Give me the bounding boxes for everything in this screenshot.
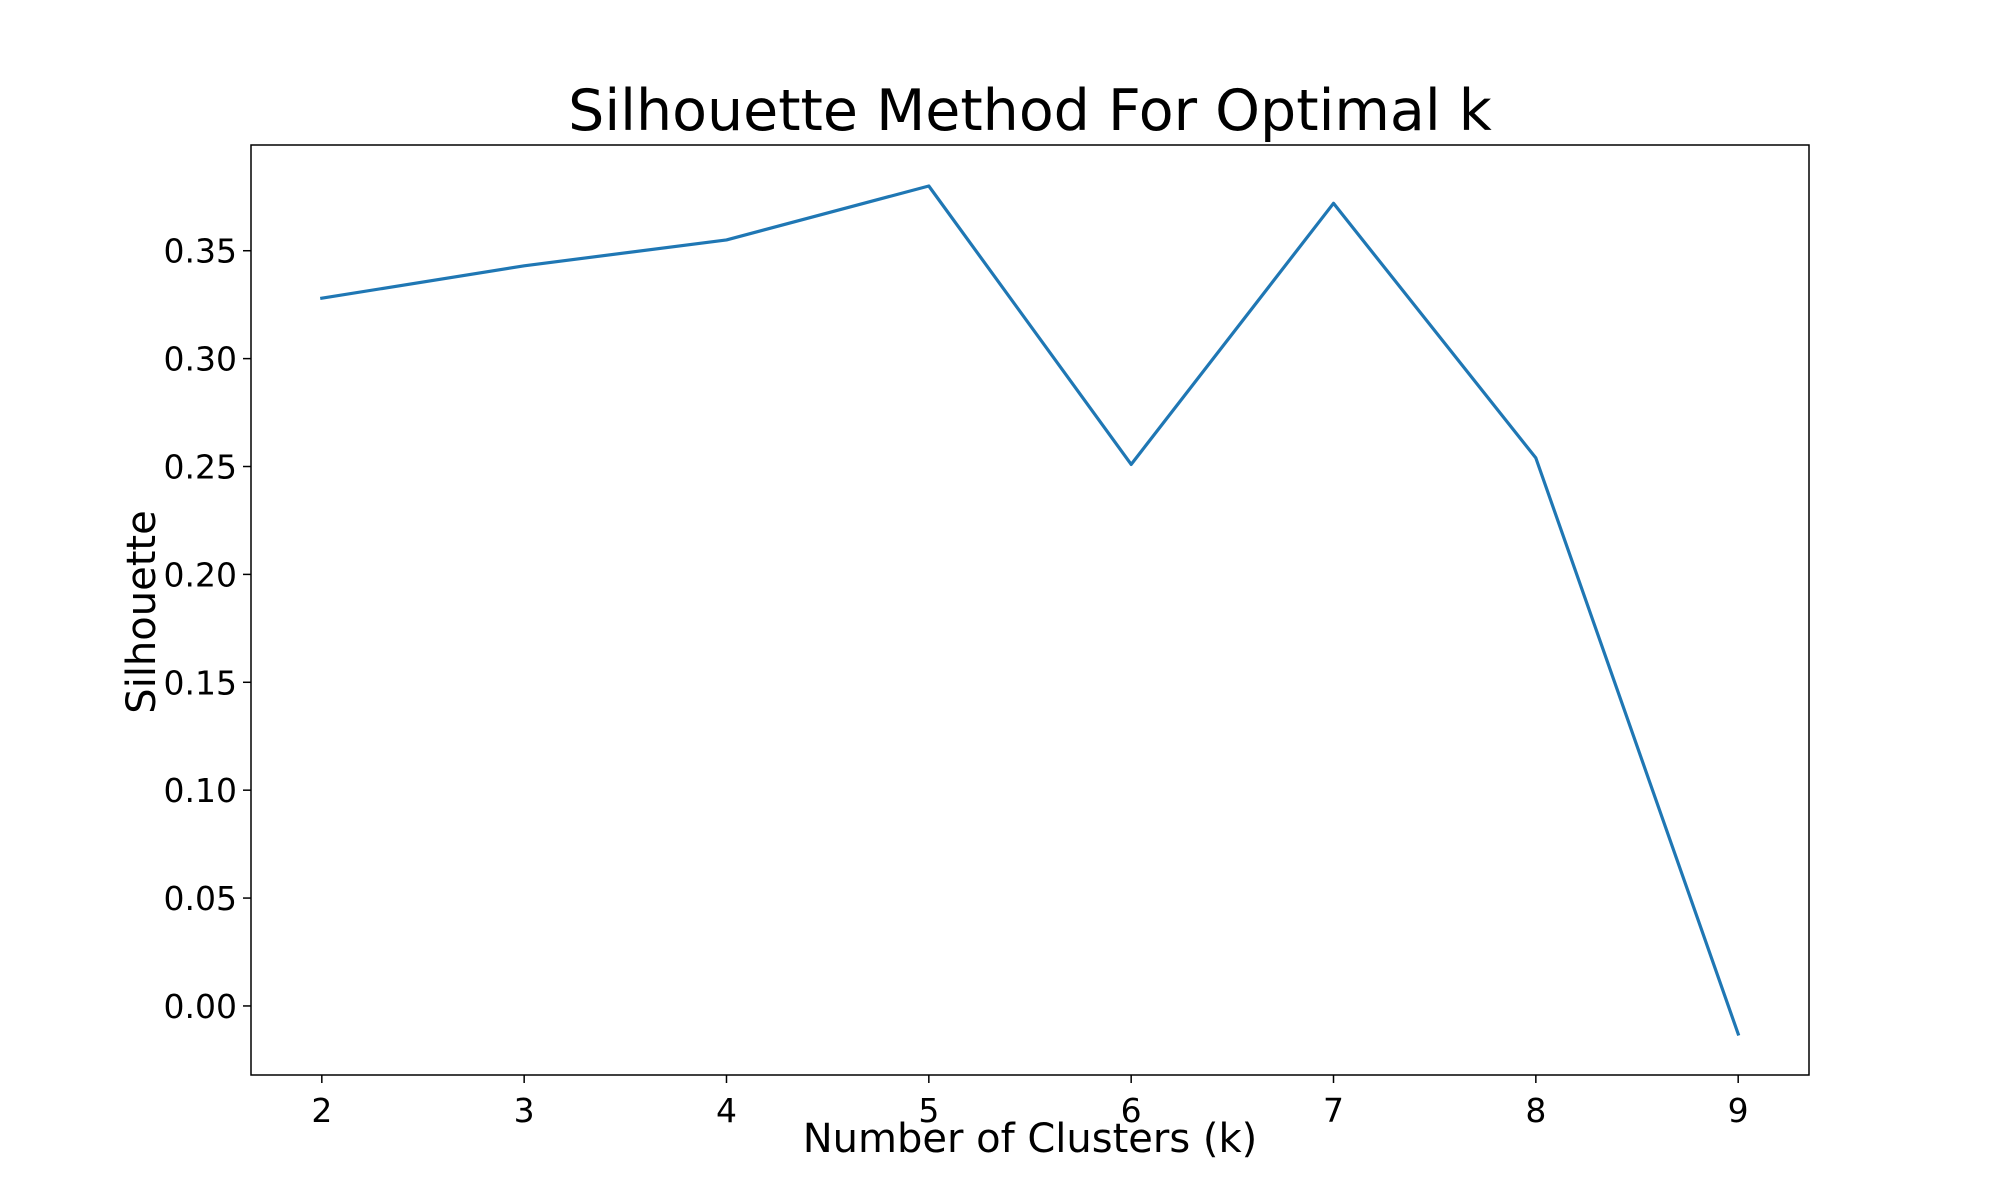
x-tick-label: 7 xyxy=(1323,1091,1344,1130)
x-tick-label: 8 xyxy=(1525,1091,1546,1130)
x-tick-label: 2 xyxy=(311,1091,332,1130)
y-tick-label: 0.05 xyxy=(164,879,237,918)
plot-area-frame xyxy=(250,144,1810,1076)
x-tick-label: 9 xyxy=(1728,1091,1749,1130)
y-axis: 0.00 0.05 0.10 0.15 0.20 0.25 0.30 0.35 xyxy=(164,232,251,1026)
y-tick-label: 0.15 xyxy=(164,663,237,702)
x-tick-label: 3 xyxy=(514,1091,535,1130)
y-axis-title: Silhouette xyxy=(119,510,165,713)
x-tick-label: 4 xyxy=(716,1091,737,1130)
y-tick-label: 0.25 xyxy=(164,448,237,487)
x-axis-title: Number of Clusters (k) xyxy=(803,1116,1258,1162)
series-layer xyxy=(319,184,1741,1037)
series-line xyxy=(319,184,1741,1037)
chart-title: Silhouette Method For Optimal k xyxy=(568,78,1492,144)
y-tick-label: 0.35 xyxy=(164,232,237,271)
x-tick-label: 5 xyxy=(918,1091,939,1130)
y-tick-label: 0.00 xyxy=(164,987,237,1026)
y-tick-label: 0.30 xyxy=(164,340,237,379)
x-tick-label: 6 xyxy=(1121,1091,1142,1130)
x-axis: 2 3 4 5 6 7 8 9 xyxy=(311,1075,1749,1130)
y-tick-label: 0.10 xyxy=(164,771,237,810)
y-tick-label: 0.20 xyxy=(164,555,237,594)
